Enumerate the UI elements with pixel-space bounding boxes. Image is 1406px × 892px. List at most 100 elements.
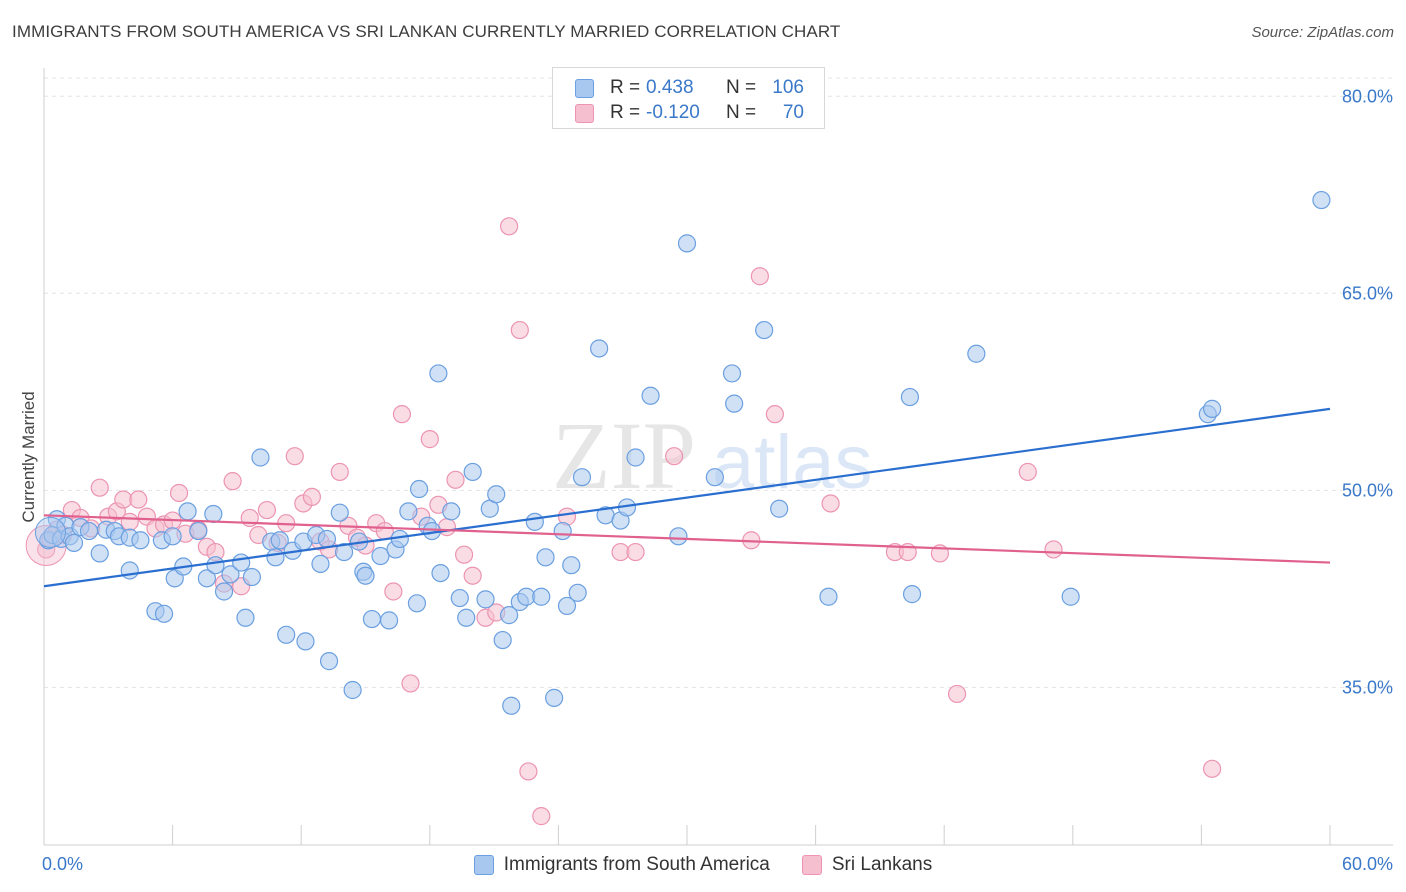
data-point-sri-lankans: [1044, 540, 1063, 559]
data-point-immigrants: [64, 533, 84, 552]
data-point-sri-lankans: [463, 566, 482, 585]
trend-lines: [43, 407, 1331, 588]
data-point-sri-lankans: [384, 582, 403, 601]
data-point-immigrants: [343, 680, 362, 700]
legend-swatch-pink: [801, 855, 822, 875]
legend-item-sri-lankans[interactable]: Sri Lankans: [801, 854, 932, 876]
data-point-sri-lankans: [223, 472, 242, 491]
data-point-immigrants: [251, 448, 270, 467]
chart-title: IMMIGRANTS FROM SOUTH AMERICA VS SRI LAN…: [12, 22, 841, 41]
data-point-sri-lankans: [626, 542, 645, 562]
data-point-immigrants: [500, 606, 519, 625]
data-point-immigrants: [90, 544, 109, 563]
data-point-immigrants: [1061, 587, 1080, 606]
data-point-immigrants: [232, 553, 251, 572]
data-point-sri-lankans: [401, 674, 420, 693]
data-point-immigrants: [120, 561, 139, 580]
correlation-legend: R = 0.438 N = 106 R = -0.120 N = 70: [552, 67, 825, 129]
data-point-immigrants: [334, 542, 354, 562]
data-point-immigrants: [590, 339, 609, 358]
data-point-immigrants: [429, 364, 448, 383]
data-point-immigrants: [330, 503, 349, 522]
y-tick-label: 35.0%: [1342, 677, 1393, 697]
data-point-immigrants: [317, 529, 337, 549]
data-point-immigrants: [902, 585, 922, 604]
data-point-immigrants: [356, 566, 375, 585]
data-point-immigrants: [669, 527, 688, 546]
data-point-immigrants: [1203, 399, 1222, 418]
data-point-immigrants-cluster: [34, 516, 66, 548]
data-point-immigrants: [705, 468, 724, 487]
data-point-immigrants: [641, 386, 660, 405]
legend-row-immigrants: R = 0.438 N = 106: [575, 75, 804, 101]
data-point-immigrants: [236, 608, 255, 627]
data-point-sri-lankans: [1018, 462, 1037, 482]
x-tick-label: 0.0%: [42, 854, 83, 874]
data-point-immigrants: [450, 588, 469, 608]
legend-swatch-pink: [575, 103, 594, 123]
data-point-immigrants: [525, 512, 544, 531]
data-point-immigrants: [379, 611, 399, 630]
data-point-immigrants: [476, 590, 495, 609]
data-point-immigrants: [626, 448, 645, 467]
data-point-sri-lankans: [532, 807, 551, 826]
legend-n-label: N =: [726, 77, 757, 98]
data-point-immigrants: [487, 485, 506, 504]
data-point-immigrants: [266, 548, 285, 567]
data-point-immigrants: [131, 531, 150, 550]
legend-item-label: Immigrants from South America: [503, 854, 770, 875]
data-point-immigrants: [296, 632, 315, 651]
data-point-immigrants: [677, 234, 697, 253]
data-point-immigrants: [442, 502, 461, 521]
data-point-immigrants: [770, 499, 789, 518]
y-tick-label: 80.0%: [1342, 86, 1393, 106]
data-point-sri-lankans: [90, 478, 109, 497]
y-tick-label: 65.0%: [1342, 283, 1393, 303]
legend-r-label: R =: [610, 102, 641, 123]
source-label: Source: ZipAtlas.com: [1251, 24, 1394, 41]
data-point-immigrants: [311, 554, 330, 573]
data-point-sri-lankans: [454, 545, 474, 564]
watermark-atlas: atlas: [712, 420, 873, 505]
data-point-immigrants: [819, 587, 838, 606]
data-point-immigrants: [362, 609, 382, 629]
data-point-immigrants: [197, 569, 216, 588]
data-point-immigrants: [270, 531, 289, 550]
data-point-immigrants: [409, 479, 429, 499]
data-point-immigrants: [725, 394, 744, 413]
data-point-sri-lankans: [765, 405, 784, 424]
data-point-immigrants: [214, 582, 234, 601]
data-point-immigrants: [967, 344, 986, 363]
data-point-sri-lankans: [446, 470, 465, 489]
data-point-immigrants: [545, 688, 564, 707]
data-point-immigrants: [572, 468, 592, 487]
legend-item-immigrants[interactable]: Immigrants from South America: [473, 854, 770, 876]
data-point-sri-lankans: [169, 483, 189, 503]
data-point-immigrants: [431, 563, 450, 583]
y-tick-label: 50.0%: [1342, 480, 1393, 500]
data-point-immigrants: [242, 567, 262, 587]
data-point-immigrants: [755, 320, 774, 340]
trend-line-immigrants: [43, 407, 1331, 588]
tick-labels: 35.0% 50.0% 65.0% 80.0% 0.0% 60.0% Currently M…: [19, 86, 1393, 874]
data-point-sri-lankans: [1203, 759, 1222, 778]
data-point-sri-lankans: [330, 462, 349, 482]
data-point-immigrants: [154, 604, 174, 623]
data-point-immigrants: [562, 556, 581, 575]
data-point-immigrants: [900, 387, 920, 407]
data-point-immigrants: [722, 364, 742, 383]
data-point-immigrants: [277, 625, 296, 644]
data-point-sri-lankans: [129, 490, 148, 509]
data-point-immigrants: [221, 565, 240, 584]
data-point-immigrants: [1312, 190, 1331, 210]
data-point-immigrants: [407, 594, 427, 613]
y-axis-label: Currently Married: [19, 391, 38, 522]
data-point-immigrants: [319, 652, 339, 671]
data-point-immigrants: [399, 502, 418, 521]
legend-r-value: -0.120: [646, 102, 700, 123]
data-point-sri-lankans: [302, 487, 322, 507]
data-point-immigrants: [189, 521, 208, 541]
legend-r-label: R =: [610, 77, 641, 98]
data-point-sri-lankans: [519, 762, 538, 781]
